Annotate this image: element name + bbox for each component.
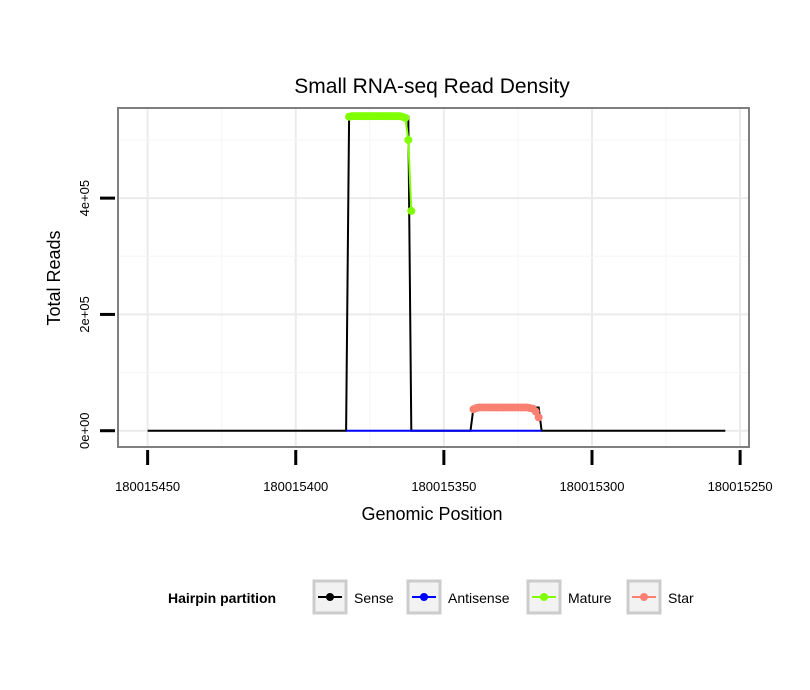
legend: Hairpin partition Sense Antisense Mature St… [168, 579, 694, 615]
legend-label-antisense: Antisense [448, 590, 510, 606]
series-mature-point [404, 135, 413, 144]
legend-label-star: Star [668, 590, 694, 606]
legend-label-mature: Mature [568, 590, 612, 606]
legend-key-antisense-point [420, 593, 428, 601]
x-tick-label: 180015300 [559, 479, 624, 494]
plot-panel-background [118, 108, 749, 447]
x-tick-label: 180015350 [411, 479, 476, 494]
y-tick-label: 4e+05 [77, 180, 92, 217]
legend-title: Hairpin partition [168, 590, 276, 606]
legend-key-star-point [640, 593, 648, 601]
legend-key-sense-point [326, 593, 334, 601]
x-tick-label: 180015450 [115, 479, 180, 494]
series-star-point [534, 413, 543, 422]
x-tick-label: 180015250 [708, 479, 773, 494]
y-axis-title: Total Reads [44, 230, 64, 325]
y-tick-label: 0e+00 [77, 412, 92, 449]
series-mature-point [401, 113, 410, 122]
chart-title: Small RNA-seq Read Density [294, 75, 570, 98]
plot-area: 180015450 180015400 180015350 180015300 1800… [77, 107, 773, 494]
legend-key-mature-point [540, 593, 548, 601]
y-tick-label: 2e+05 [77, 296, 92, 333]
plot-panel-border [117, 107, 750, 448]
x-axis-title: Genomic Position [361, 504, 502, 524]
x-tick-label: 180015400 [263, 479, 328, 494]
legend-label-sense: Sense [354, 590, 394, 606]
series-mature-point [407, 206, 416, 215]
